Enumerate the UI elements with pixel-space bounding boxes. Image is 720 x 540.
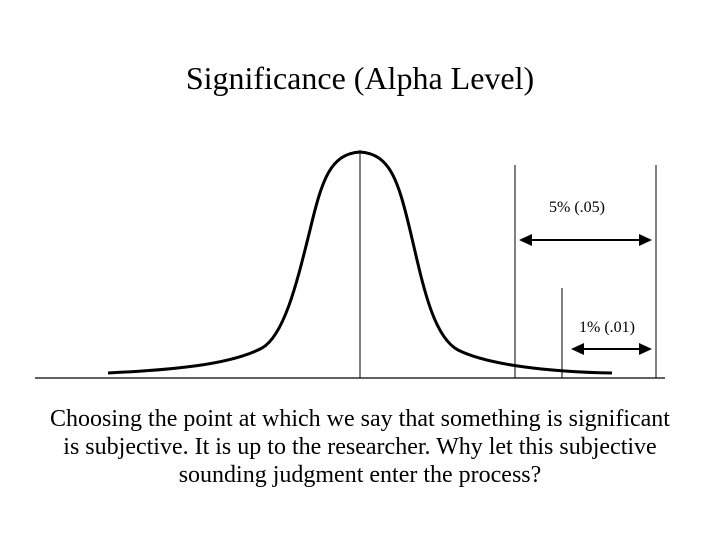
region-label-05: 5% (.05)	[549, 199, 605, 216]
caption-text: Choosing the point at which we say that …	[50, 406, 670, 488]
arrow-05	[519, 234, 652, 246]
region-label-01: 1% (.01)	[579, 319, 635, 336]
arrow-01	[571, 343, 652, 355]
slide-title: Significance (Alpha Level)	[185, 60, 535, 96]
